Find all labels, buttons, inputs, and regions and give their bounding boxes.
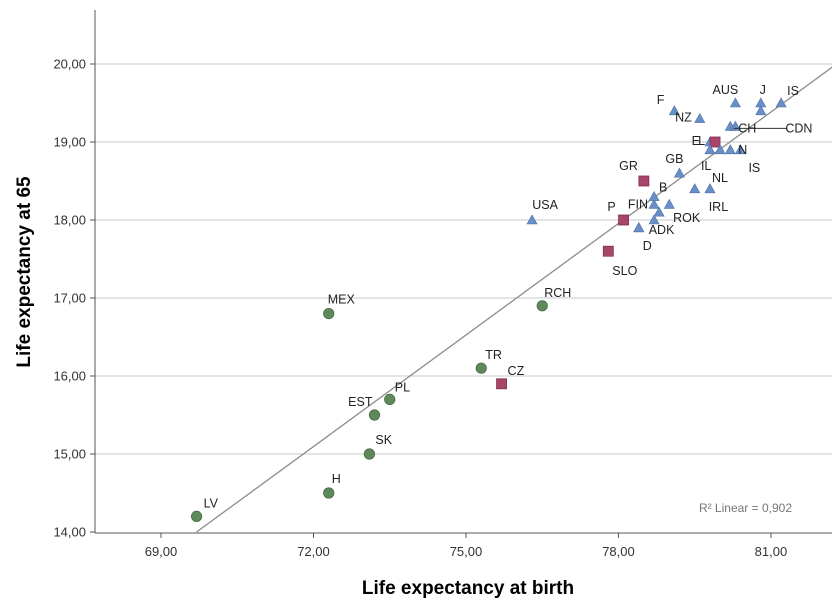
circle-point [363, 448, 376, 460]
r-squared-annotation: R² Linear = 0,902 [699, 501, 792, 515]
point-label: GB [665, 152, 683, 166]
fit-line [196, 66, 832, 533]
point-label: H [332, 472, 341, 486]
point-label: USA [532, 198, 558, 212]
square-point [602, 245, 614, 257]
x-tick-label: 81,00 [755, 544, 788, 559]
point-label: A [649, 223, 658, 237]
point-label: NZ [675, 111, 692, 125]
circle-point [368, 409, 381, 421]
x-axis-label: Life expectancy at birth [362, 578, 574, 599]
fit-line-group [196, 66, 832, 533]
y-axis-label: Life expectancy at 65 [14, 176, 35, 368]
x-tick-label: 78,00 [602, 544, 635, 559]
point-label: D [643, 239, 652, 253]
point-label: N [738, 143, 747, 157]
y-tick-label: 16,00 [53, 369, 86, 384]
point-label: E [692, 134, 700, 148]
point-label: TR [485, 348, 502, 362]
point-label: F [657, 93, 665, 107]
circle-point [384, 393, 396, 405]
circle-point [536, 300, 548, 312]
point-labels: AUS J IS F NZ CH CDN EL N IL IS GR GB NL IRL FIN B ROK P DK… [204, 83, 813, 510]
square-point [496, 378, 507, 390]
point-label: P [607, 200, 615, 214]
point-label: SK [375, 433, 392, 447]
x-tick-label: 72,00 [297, 544, 330, 559]
square-point [618, 214, 629, 226]
triangle-point [648, 190, 660, 201]
point-label: RCH [544, 286, 571, 300]
point-label: IL [701, 159, 711, 173]
y-tick-label: 18,00 [53, 213, 86, 228]
triangle-point [724, 144, 736, 155]
point-label: GR [619, 159, 638, 173]
data-points [190, 97, 787, 523]
point-label: ROK [673, 211, 701, 225]
triangle-point [673, 167, 685, 178]
circle-point [323, 487, 335, 499]
point-label: CZ [508, 364, 525, 378]
point-label: CDN [785, 121, 812, 135]
triangle-point [694, 112, 706, 123]
triangle-point [775, 97, 787, 108]
y-tick-label: 20,00 [53, 57, 86, 72]
triangle-point [653, 206, 665, 217]
square-point [638, 175, 650, 187]
circle-point [190, 510, 203, 523]
square-point [709, 136, 721, 148]
triangle-point [704, 183, 716, 194]
triangle-point [526, 214, 538, 225]
triangle-point [648, 198, 660, 209]
triangle-point [734, 144, 746, 155]
triangle-point [755, 105, 767, 116]
point-label: IS [748, 161, 760, 175]
triangle-point [729, 97, 741, 108]
axes: 14,00 15,00 16,00 17,00 18,00 19,00 20,00 69,00… [53, 10, 832, 559]
y-tick-label: 15,00 [53, 447, 86, 462]
y-tick-label: 17,00 [53, 291, 86, 306]
point-label: EST [348, 395, 373, 409]
circle-point [475, 362, 487, 374]
point-label: FIN [628, 197, 648, 211]
point-label: LV [204, 496, 219, 510]
triangle-point [704, 144, 716, 155]
point-label: J [760, 83, 766, 97]
point-label: L [698, 134, 705, 148]
point-label: CH [738, 121, 756, 135]
circle-point [323, 307, 335, 320]
point-label: B [659, 181, 667, 195]
triangle-point [689, 183, 701, 194]
point-label: DK [657, 223, 675, 237]
point-label: NL [712, 171, 728, 185]
triangle-point [714, 144, 726, 155]
point-label: MEX [328, 293, 356, 307]
point-label: AUS [713, 83, 739, 97]
point-label: PL [395, 380, 410, 394]
point-label: IRL [709, 200, 729, 214]
x-tick-label: 69,00 [145, 544, 178, 559]
x-tick-label: 75,00 [450, 544, 483, 559]
point-label: SLO [612, 264, 637, 278]
y-tick-label: 14,00 [53, 525, 86, 540]
triangle-point [633, 222, 645, 233]
point-label: IS [787, 84, 799, 98]
triangle-point [668, 105, 680, 116]
triangle-point [648, 214, 660, 225]
triangle-point [663, 198, 675, 209]
y-tick-label: 19,00 [53, 135, 86, 150]
gridlines [95, 63, 832, 455]
